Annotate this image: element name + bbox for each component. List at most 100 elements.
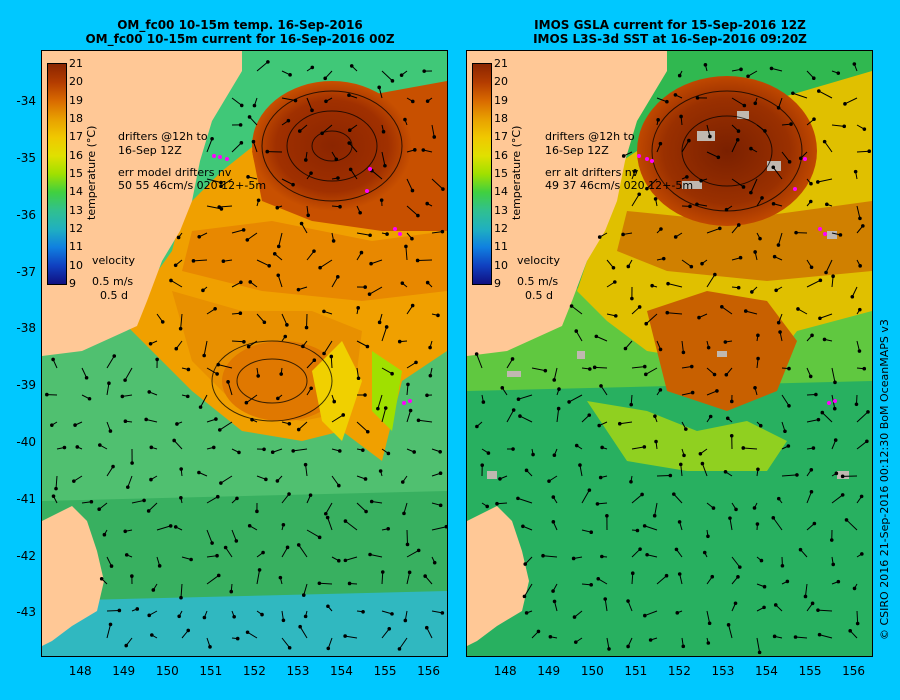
velocity-arrow	[381, 367, 393, 375]
velocity-arrow-head	[348, 167, 353, 172]
velocity-arrow-head	[89, 499, 94, 504]
velocity-arrow-head	[630, 571, 635, 576]
colorbar-tick: 20	[69, 75, 83, 89]
velocity-arrow-head	[368, 233, 372, 238]
velocity-arrow	[706, 274, 716, 288]
velocity-arrow	[231, 142, 242, 153]
velocity-arrow-head	[309, 386, 313, 391]
right-map[interactable]	[466, 50, 873, 657]
velocity-arrow-head	[673, 235, 678, 239]
velocity-arrow-head	[425, 201, 430, 206]
velocity-arrow-head	[407, 570, 412, 575]
velocity-arrow-head	[518, 414, 522, 418]
longitude-tick: 152	[242, 664, 266, 678]
velocity-arrow-head	[208, 645, 212, 649]
velocity-arrow-head	[630, 296, 634, 301]
velocity-arrow	[681, 340, 684, 353]
velocity-arrow-head	[626, 644, 630, 649]
velocity-arrow-head	[811, 446, 816, 450]
velocity-arrow-head	[695, 202, 699, 207]
velocity-arrow-head	[406, 382, 410, 387]
velocity-arrow-head	[124, 643, 129, 648]
velocity-arrow	[405, 246, 408, 261]
velocity-arrow-head	[552, 378, 557, 382]
velocity-arrow	[156, 525, 171, 531]
velocity-arrow-head	[175, 422, 179, 426]
right-title-line2: IMOS L3S-3d SST at 16-Sep-2016 09:20Z	[533, 32, 807, 46]
velocity-arrow-head	[808, 374, 813, 379]
colorbar-tick: 14	[69, 185, 83, 199]
velocity-arrow-head	[238, 311, 243, 316]
velocity-arrow-head	[365, 344, 370, 349]
velocity-arrow-head	[702, 550, 707, 555]
velocity-arrow-head	[415, 258, 420, 263]
left-map[interactable]	[41, 50, 448, 657]
longitude-tick: 154	[330, 664, 353, 678]
velocity-arrow	[777, 232, 783, 246]
latitude-tick: -39	[16, 378, 36, 393]
velocity-arrow-head	[687, 138, 691, 143]
velocity-arrow-head	[265, 149, 270, 154]
velocity-arrow-head	[111, 464, 115, 469]
velocity-arrow-head	[246, 175, 250, 179]
velocity-arrow-head	[681, 350, 686, 355]
velocity-arrow-head	[648, 638, 653, 642]
velocity-arrow-head	[229, 589, 234, 594]
colorbar-tick: 16	[494, 148, 508, 162]
velocity-arrow-head	[425, 99, 430, 103]
velocity-arrow-head	[123, 378, 127, 382]
velocity-arrow-head	[723, 340, 728, 344]
velocity-arrow	[206, 367, 218, 375]
velocity-arrow-head	[677, 520, 682, 524]
velocity-arrow	[772, 166, 783, 180]
velocity-arrow	[656, 474, 671, 477]
velocity-arrow-head	[776, 496, 781, 501]
velocity-arrow-head	[772, 634, 777, 639]
velocity-arrow-head	[432, 560, 437, 565]
right-velocity-label: velocity	[517, 254, 560, 267]
velocity-arrow-head	[756, 356, 760, 361]
velocity-arrow-head	[595, 502, 600, 506]
velocity-arrow-head	[266, 60, 270, 64]
velocity-arrow-head	[700, 261, 704, 266]
velocity-arrow-head	[658, 141, 663, 146]
velocity-arrow-head	[635, 528, 640, 533]
velocity-arrow	[247, 631, 258, 639]
velocity-arrow-head	[320, 131, 324, 136]
velocity-arrow-head	[637, 305, 642, 309]
right-drifters-line1: drifters @12h to	[545, 130, 635, 143]
velocity-arrow-head	[172, 438, 176, 443]
right-err-line2: 49 37 46cm/s 020 12+-5m	[545, 179, 694, 192]
right-colorbar-label: temperature (°C)	[510, 125, 523, 220]
velocity-arrow-head	[87, 396, 92, 401]
velocity-arrow	[701, 463, 708, 477]
velocity-arrow-head	[569, 304, 574, 308]
velocity-arrow-head	[511, 447, 515, 451]
velocity-arrow-head	[213, 307, 217, 311]
velocity-arrow	[524, 583, 533, 597]
velocity-arrow-head	[306, 213, 311, 218]
velocity-arrow-head	[400, 480, 405, 484]
velocity-arrow	[148, 502, 158, 512]
velocity-arrow-head	[611, 265, 616, 270]
velocity-arrow-head	[296, 287, 301, 292]
velocity-arrow-head	[778, 330, 782, 334]
velocity-arrow-head	[238, 123, 243, 127]
velocity-arrow-head	[795, 473, 799, 477]
velocity-arrow	[706, 610, 711, 624]
velocity-arrow-head	[653, 197, 658, 201]
velocity-arrow	[219, 205, 233, 208]
velocity-arrow-head	[403, 618, 408, 623]
velocity-arrow	[817, 609, 833, 612]
velocity-arrow-head	[364, 509, 368, 514]
velocity-arrow	[818, 90, 833, 99]
velocity-arrow-head	[677, 572, 682, 576]
velocity-arrow-head	[859, 494, 864, 499]
velocity-arrow	[519, 415, 533, 423]
velocity-arrow	[252, 141, 258, 153]
velocity-arrow-head	[844, 518, 849, 522]
velocity-arrow-head	[179, 495, 183, 500]
velocity-arrow	[406, 410, 412, 423]
velocity-arrow-head	[762, 605, 766, 610]
velocity-arrow-head	[798, 156, 803, 161]
